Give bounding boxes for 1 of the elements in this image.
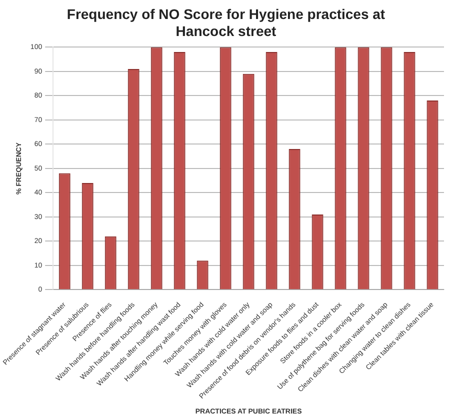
- chart-title: Frequency of NO Score for Hygiene practices at Hancock street: [66, 6, 386, 40]
